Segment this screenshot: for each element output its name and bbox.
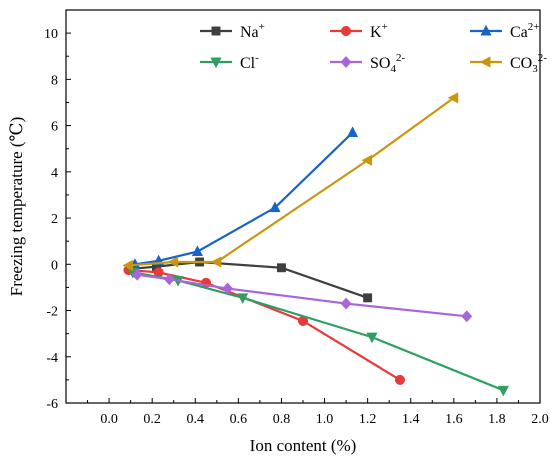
data-point — [167, 256, 179, 268]
data-point — [222, 282, 234, 295]
data-point — [346, 126, 359, 137]
x-tick-label: 0.6 — [230, 412, 248, 427]
legend-swatch-marker — [340, 25, 352, 37]
legend-item: K+ — [330, 21, 388, 41]
x-tick-label: 2.0 — [531, 412, 549, 427]
x-tick-label: 1.0 — [316, 412, 334, 427]
y-tick-label: 4 — [51, 166, 58, 181]
data-point — [269, 201, 281, 213]
x-tick-label: 0.8 — [273, 412, 291, 427]
x-tick-label: 0.0 — [100, 412, 118, 427]
legend-label: K+ — [370, 21, 388, 41]
legend-item: Ca2+ — [470, 21, 540, 41]
y-tick-label: 8 — [51, 73, 58, 88]
x-tick-label: 1.2 — [359, 412, 377, 427]
legend-label: SO42- — [370, 52, 405, 75]
y-tick-label: -4 — [46, 351, 58, 366]
data-point — [122, 259, 133, 272]
legend-swatch-marker — [340, 55, 352, 69]
y-tick-label: 2 — [51, 212, 58, 227]
data-point — [363, 293, 373, 303]
x-tick-label: 1.8 — [488, 412, 506, 427]
data-point — [366, 332, 378, 344]
x-tick-label: 0.4 — [187, 412, 205, 427]
data-point — [461, 310, 473, 323]
data-point — [191, 245, 204, 257]
x-tick-label: 0.2 — [143, 412, 161, 427]
y-tick-label: -2 — [46, 305, 58, 320]
data-point — [497, 385, 509, 397]
data-point — [447, 92, 459, 104]
data-point — [340, 297, 352, 310]
data-point — [237, 293, 249, 305]
data-point — [210, 256, 222, 268]
data-point — [394, 374, 406, 385]
y-tick-label: 6 — [51, 120, 58, 135]
legend-item: CO32- — [470, 52, 547, 75]
legend-item: SO42- — [330, 52, 405, 75]
legend-label: Ca2+ — [510, 21, 540, 41]
series-co — [122, 92, 459, 272]
axes: 0.0 0.2 0.4 0.6 0.8 1.0 1.2 1.4 1.6 1.8 2.0 -6 -4 -2 0… — [44, 27, 549, 427]
y-axis-title: Freezing temperature (℃) — [7, 117, 26, 297]
data-point — [277, 263, 286, 273]
y-tick-label: 0 — [51, 258, 58, 273]
legend-swatch-marker — [211, 26, 221, 36]
legend-label: Na+ — [240, 21, 265, 41]
legend: Na+ K+ Ca2+ Cl- SO42- CO32- — [200, 21, 547, 75]
legend-item: Na+ — [200, 21, 265, 41]
x-axis-title: Ion content (%) — [250, 436, 357, 455]
data-point — [361, 154, 373, 166]
legend-label: CO32- — [510, 52, 547, 75]
series-so — [131, 268, 473, 323]
data-point — [131, 268, 143, 281]
legend-swatch-marker — [479, 56, 491, 68]
data-point — [163, 273, 175, 286]
plot-area — [122, 92, 509, 397]
legend-label: Cl- — [240, 52, 259, 72]
legend-swatch-marker — [210, 57, 222, 69]
y-tick-label: 10 — [44, 27, 58, 42]
y-tick-label: -6 — [46, 397, 58, 412]
x-tick-label: 1.4 — [402, 412, 420, 427]
x-tick-label: 1.6 — [445, 412, 463, 427]
legend-item: Cl- — [200, 52, 259, 72]
legend-swatch-marker — [480, 24, 492, 36]
